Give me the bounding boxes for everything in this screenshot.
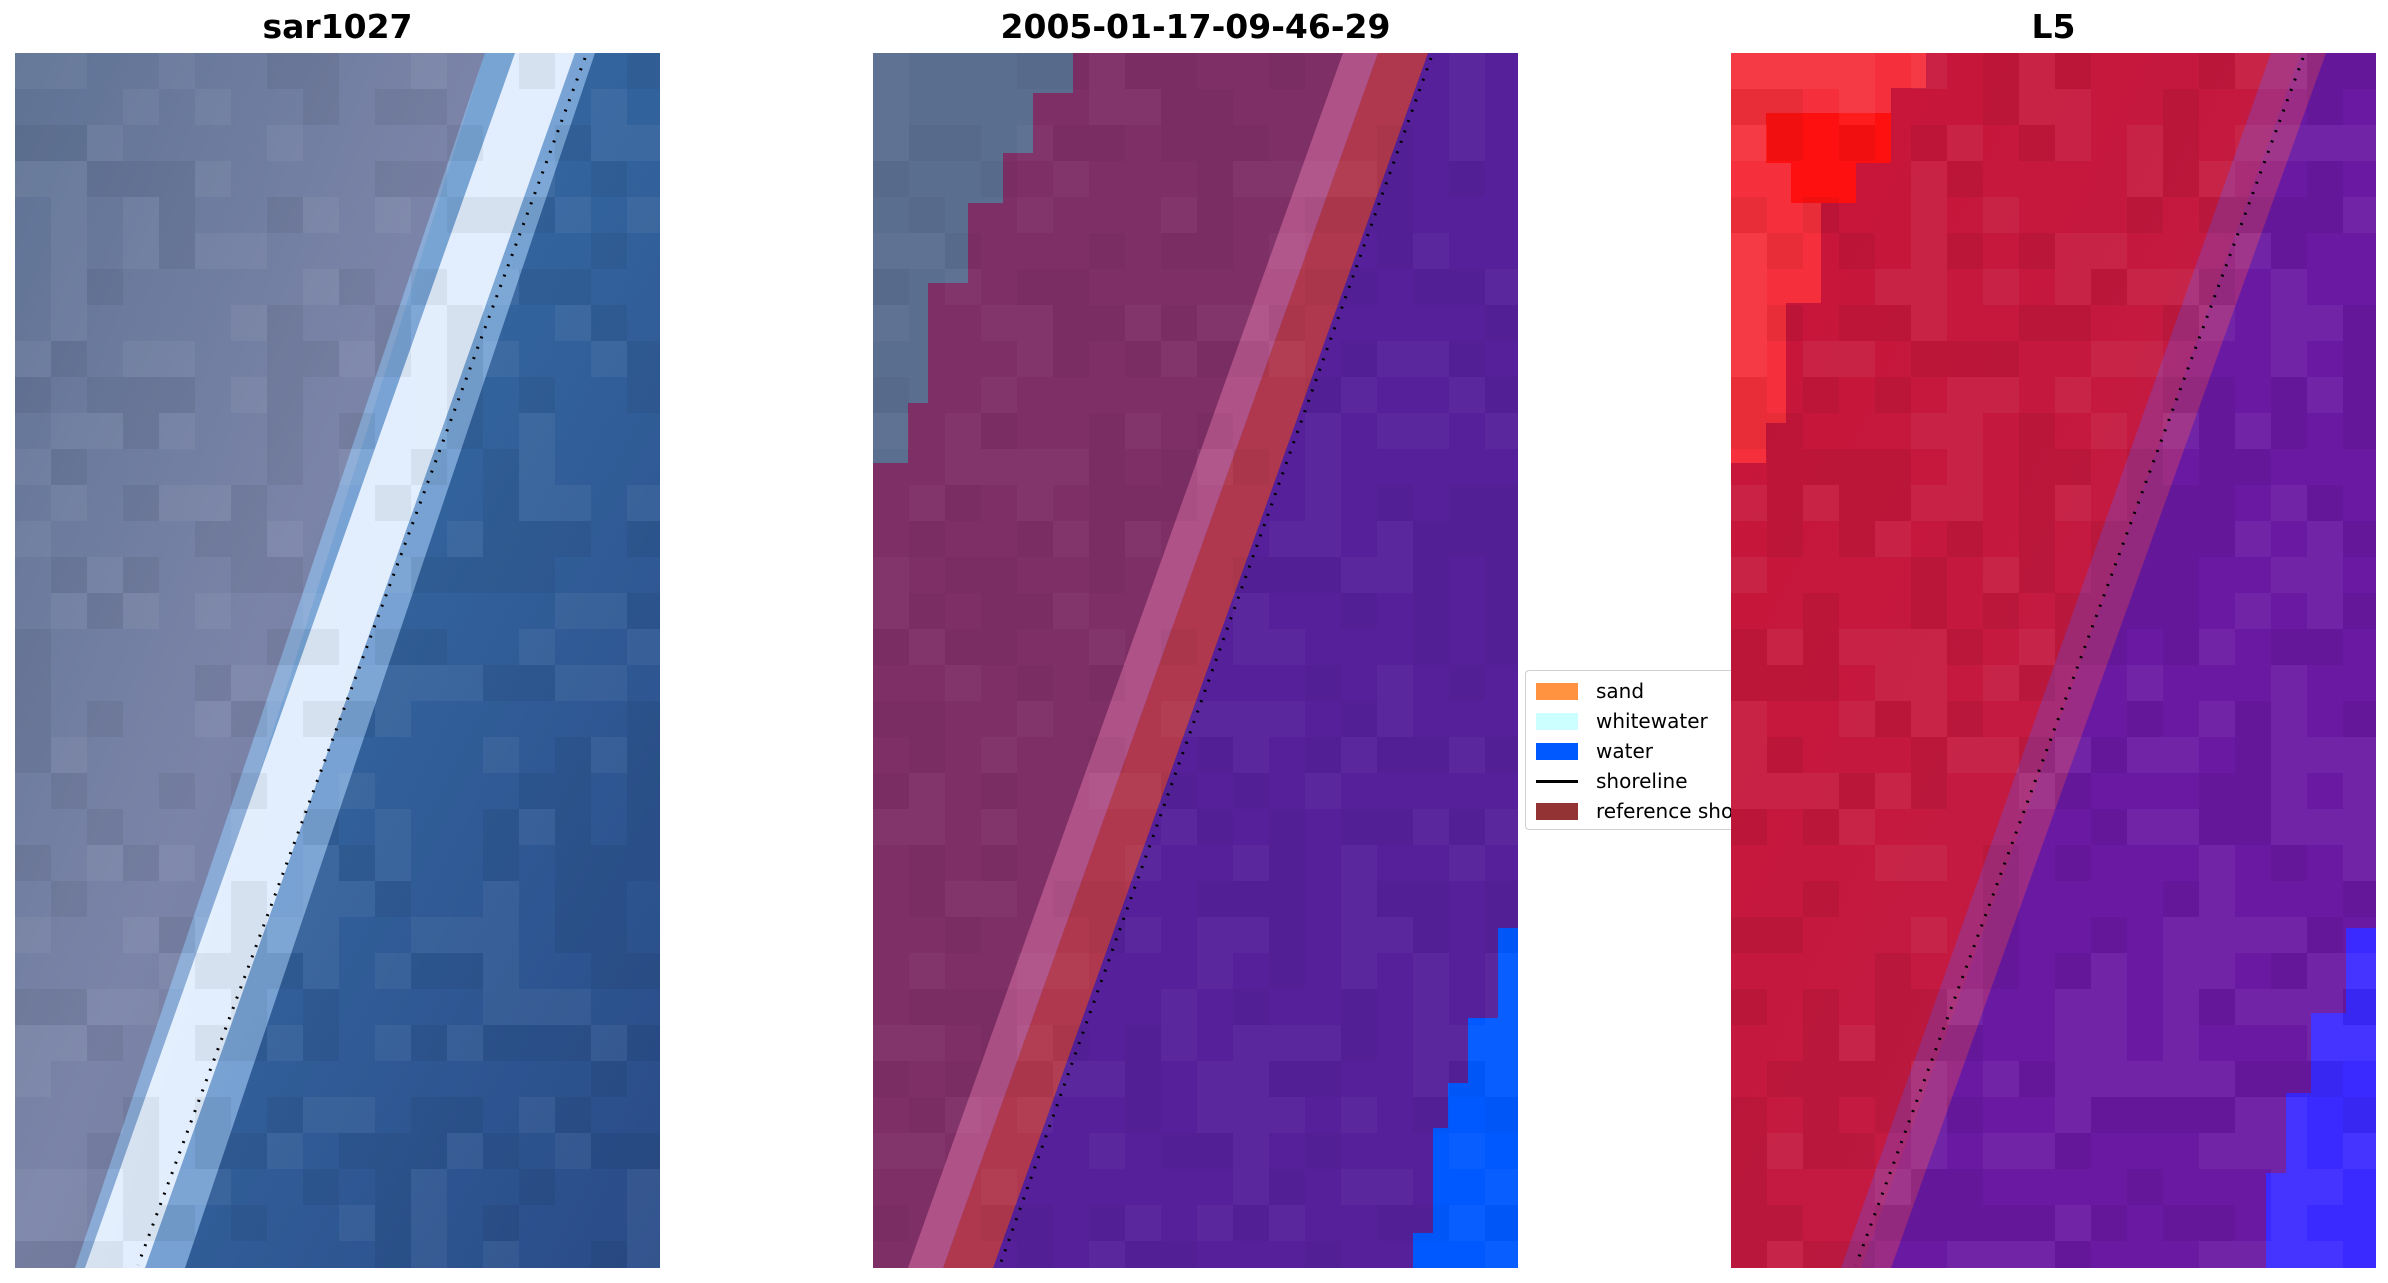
legend-item-shoreline: shoreline bbox=[1536, 766, 1688, 796]
l5-hot-spot bbox=[1766, 113, 1891, 203]
legend-swatch-sand bbox=[1536, 682, 1578, 700]
l5-pixel-texture bbox=[1731, 53, 2376, 1268]
legend: sand whitewater water shoreline referenc… bbox=[1525, 670, 1731, 830]
l5-land bbox=[1731, 53, 2301, 1268]
class-rgb-corner bbox=[873, 53, 1073, 463]
rgb-pixel-texture bbox=[15, 53, 660, 1268]
legend-label-shoreline: shoreline bbox=[1596, 769, 1688, 793]
panel-title-rgb: sar1027 bbox=[262, 7, 413, 46]
legend-item-sand: sand bbox=[1536, 676, 1644, 706]
panel-title-classified: 2005-01-17-09-46-29 bbox=[1000, 7, 1391, 46]
class-shoreline bbox=[998, 57, 1433, 1266]
legend-swatch-water bbox=[1536, 742, 1578, 760]
rgb-image-panel bbox=[15, 53, 660, 1268]
rgb-image bbox=[15, 53, 660, 1268]
l5-blue-patch bbox=[2266, 928, 2376, 1268]
classified-image-panel bbox=[873, 53, 1518, 1268]
legend-label-reference-shoreline: reference shoreline bbox=[1596, 799, 1731, 823]
l5-transition bbox=[1841, 53, 2326, 1268]
legend-item-whitewater: whitewater bbox=[1536, 706, 1708, 736]
class-water-patch bbox=[1413, 928, 1518, 1268]
class-reference-band bbox=[943, 53, 1428, 1268]
rgb-beach bbox=[85, 53, 575, 1268]
legend-label-whitewater: whitewater bbox=[1596, 709, 1708, 733]
legend-label-sand: sand bbox=[1596, 679, 1645, 703]
classified-image bbox=[873, 53, 1518, 1268]
legend-line-shoreline bbox=[1536, 779, 1578, 783]
class-sand-transition bbox=[908, 53, 1378, 1268]
rgb-land bbox=[15, 53, 485, 1268]
legend-label-water: water bbox=[1596, 739, 1653, 763]
panel-title-l5: L5 bbox=[2031, 7, 2076, 46]
legend-swatch-whitewater bbox=[1536, 712, 1578, 730]
l5-image bbox=[1731, 53, 2376, 1268]
legend-item-water: water bbox=[1536, 736, 1653, 766]
legend-item-reference-shoreline: reference shoreline bbox=[1536, 796, 1731, 826]
legend-swatch-reference-shoreline bbox=[1536, 802, 1578, 820]
l5-image-panel bbox=[1731, 53, 2376, 1268]
